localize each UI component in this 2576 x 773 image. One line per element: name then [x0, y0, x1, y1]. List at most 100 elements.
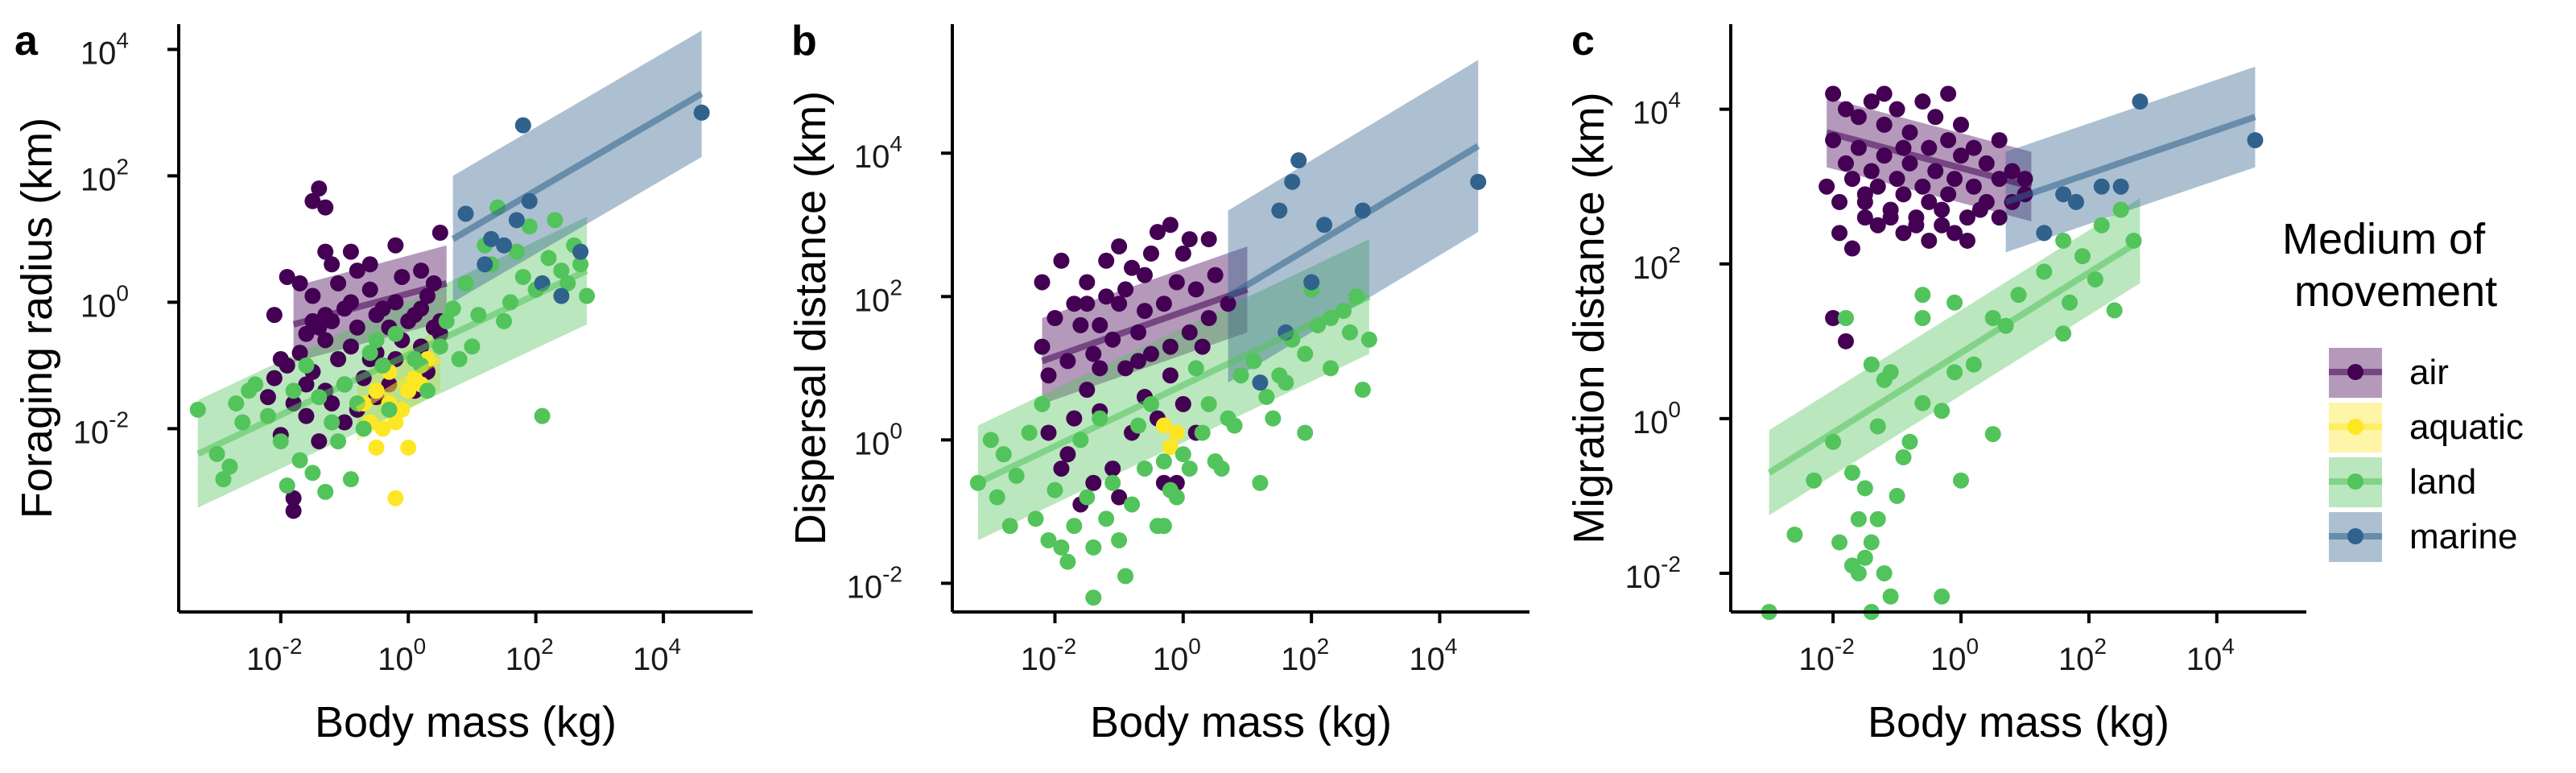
point-land: [1008, 467, 1025, 484]
point-land: [330, 433, 347, 450]
point-air: [304, 192, 321, 209]
point-air: [1130, 353, 1147, 370]
point-land: [451, 351, 468, 368]
point-marine: [1470, 173, 1487, 190]
point-air: [1111, 296, 1128, 312]
legend-item-land: land: [2329, 457, 2476, 507]
point-land: [215, 471, 232, 488]
point-land: [1946, 364, 1963, 381]
point-land: [1200, 395, 1217, 412]
point-marine: [457, 205, 474, 222]
point-land: [1806, 472, 1823, 489]
point-air: [1889, 101, 1905, 118]
point-land: [355, 420, 372, 437]
point-air: [1162, 367, 1179, 384]
point-air: [279, 357, 295, 374]
fit-line-marine: [2004, 114, 2256, 205]
legend-item-aquatic: aquatic: [2329, 403, 2524, 453]
point-land: [1341, 324, 1358, 341]
point-air: [342, 243, 359, 260]
point-land: [438, 312, 455, 329]
point-air: [2004, 163, 2021, 180]
point-land: [241, 382, 258, 399]
point-land: [1053, 539, 1070, 556]
point-land: [1104, 474, 1121, 491]
point-land: [1226, 417, 1243, 434]
point-air: [1869, 217, 1886, 234]
point-land: [1914, 395, 1931, 411]
point-air: [1895, 186, 1912, 203]
point-land: [464, 338, 481, 355]
point-land: [1360, 331, 1377, 348]
point-air: [1927, 109, 1944, 126]
point-air: [1085, 345, 1102, 362]
point-air: [1098, 288, 1115, 305]
point-marine: [2036, 225, 2053, 242]
point-air: [1901, 124, 1918, 141]
y-tick-label: 10-2: [1625, 552, 1681, 595]
point-air: [1174, 395, 1191, 412]
point-land: [1856, 549, 1873, 566]
point-air: [1965, 139, 1982, 156]
point-land: [1194, 424, 1211, 441]
point-aquatic: [374, 420, 391, 437]
point-aquatic: [1155, 417, 1172, 434]
point-air: [1831, 225, 1848, 242]
panel-letter: b: [791, 18, 817, 64]
point-air: [1843, 171, 1860, 188]
point-land: [1863, 534, 1880, 551]
y-axis-title: Migration distance (km): [1565, 92, 1613, 544]
point-land: [1181, 460, 1198, 477]
point-air: [304, 287, 321, 304]
point-air: [317, 199, 334, 216]
point-marine: [477, 256, 493, 273]
y-tick-label: 104: [80, 27, 129, 71]
point-land: [1934, 588, 1951, 605]
point-aquatic: [400, 382, 417, 399]
y-tick-label: 104: [1633, 88, 1681, 131]
point-air: [1914, 178, 1931, 195]
fit-line-land: [196, 267, 588, 457]
point-air: [1856, 209, 1873, 226]
point-land: [1155, 518, 1172, 535]
point-land: [1027, 511, 1044, 527]
point-air: [1137, 267, 1153, 283]
point-land: [1001, 518, 1018, 535]
point-air: [291, 275, 308, 291]
x-tick-label: 102: [1281, 634, 1329, 677]
point-air: [349, 319, 365, 336]
point-air: [259, 389, 276, 406]
x-tick-label: 100: [1930, 634, 1979, 677]
panel-a: 10-2 100 102 104 10-2 100 102 104 Body mass (kg)…: [13, 18, 753, 746]
point-air: [1895, 225, 1912, 242]
point-air: [285, 502, 302, 519]
point-air: [1059, 353, 1076, 370]
point-land: [1901, 433, 1918, 450]
point-land: [2093, 217, 2110, 234]
point-land: [1323, 360, 1340, 377]
point-land: [1856, 480, 1873, 497]
point-marine: [483, 230, 500, 247]
point-air: [1825, 85, 1842, 102]
point-land: [1953, 472, 1969, 489]
point-land: [1354, 382, 1371, 399]
point-air: [311, 433, 328, 450]
point-marine: [2132, 93, 2149, 110]
point-air: [1092, 360, 1108, 377]
point-air: [1079, 274, 1096, 291]
point-air: [1940, 186, 1957, 203]
point-marine: [496, 237, 513, 254]
point-land: [1882, 588, 1899, 605]
point-land: [1850, 564, 1867, 581]
fit-line-air: [1041, 286, 1249, 365]
y-tick-label: 102: [80, 154, 129, 197]
y-tick-label: 102: [1633, 242, 1681, 286]
point-land: [521, 218, 538, 235]
point-marine: [514, 117, 531, 134]
point-air: [1085, 474, 1102, 491]
point-land: [1831, 534, 1848, 551]
point-air: [1200, 310, 1217, 326]
point-land: [381, 401, 398, 418]
point-land: [1232, 367, 1249, 384]
point-land: [1059, 553, 1076, 570]
